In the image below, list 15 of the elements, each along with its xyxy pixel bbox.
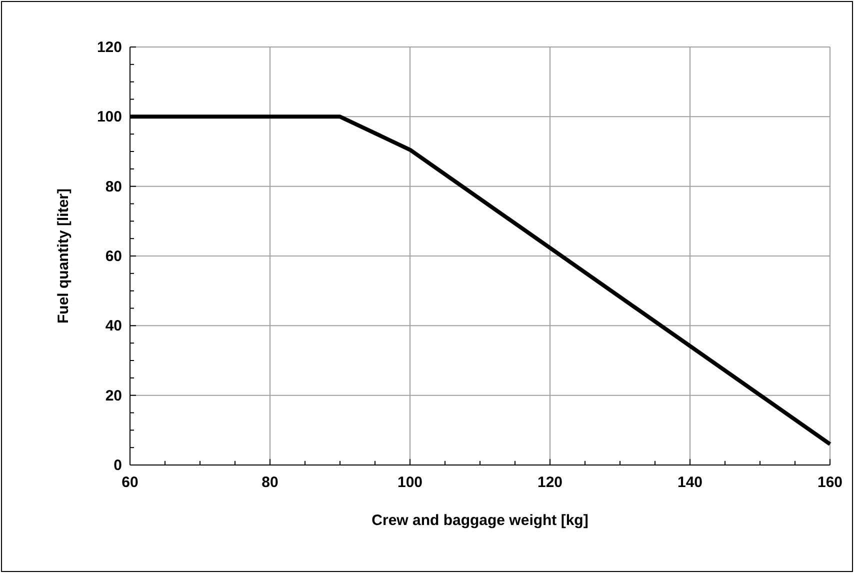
y-tick-label: 0 [114,457,122,474]
y-axis-title: Fuel quantity [liter] [55,188,72,324]
y-tick-label: 20 [105,387,122,404]
y-tick-label: 80 [105,178,122,196]
x-tick-label: 140 [677,474,703,491]
y-tick-label: 60 [105,248,122,265]
x-tick-label: 80 [262,474,278,491]
y-tick-label: 120 [96,39,122,56]
y-tick-label: 40 [105,318,122,335]
x-tick-label: 160 [817,474,843,491]
x-tick-label: 120 [537,474,563,491]
x-axis-title: Crew and baggage weight [kg] [372,512,588,529]
x-tick-label: 60 [122,474,138,491]
x-tick-label: 100 [397,474,423,491]
y-tick-label: 100 [96,108,122,126]
